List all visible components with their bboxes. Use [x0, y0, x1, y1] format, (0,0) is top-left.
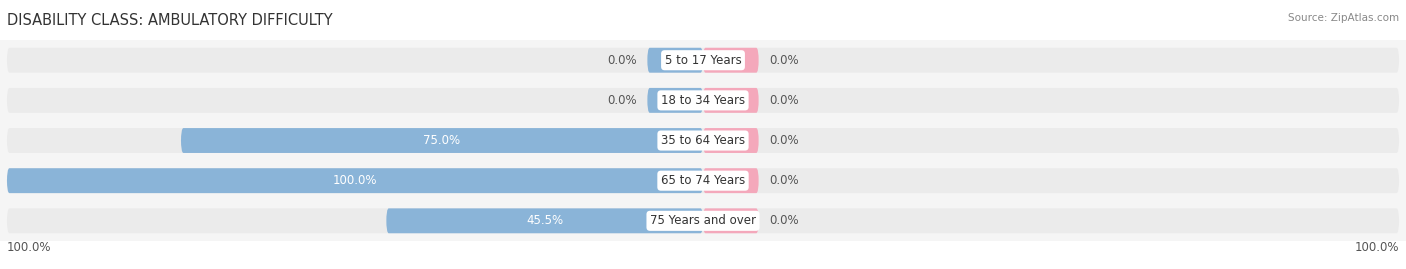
- Text: 75 Years and over: 75 Years and over: [650, 214, 756, 227]
- Text: 0.0%: 0.0%: [769, 54, 799, 67]
- Text: 0.0%: 0.0%: [769, 174, 799, 187]
- FancyBboxPatch shape: [703, 48, 759, 73]
- Text: 0.0%: 0.0%: [607, 94, 637, 107]
- Text: 75.0%: 75.0%: [423, 134, 461, 147]
- FancyBboxPatch shape: [7, 128, 1399, 153]
- Text: 100.0%: 100.0%: [333, 174, 377, 187]
- FancyBboxPatch shape: [703, 208, 759, 233]
- FancyBboxPatch shape: [7, 168, 703, 193]
- FancyBboxPatch shape: [647, 48, 703, 73]
- Bar: [0, 121, 1406, 161]
- FancyBboxPatch shape: [181, 128, 703, 153]
- Text: 0.0%: 0.0%: [769, 94, 799, 107]
- Bar: [0, 161, 1406, 201]
- Text: 65 to 74 Years: 65 to 74 Years: [661, 174, 745, 187]
- FancyBboxPatch shape: [703, 88, 759, 113]
- FancyBboxPatch shape: [7, 48, 1399, 73]
- Text: 0.0%: 0.0%: [769, 134, 799, 147]
- Text: 35 to 64 Years: 35 to 64 Years: [661, 134, 745, 147]
- Bar: [0, 201, 1406, 241]
- FancyBboxPatch shape: [387, 208, 703, 233]
- Text: 0.0%: 0.0%: [769, 214, 799, 227]
- Text: 5 to 17 Years: 5 to 17 Years: [665, 54, 741, 67]
- FancyBboxPatch shape: [647, 88, 703, 113]
- Text: 0.0%: 0.0%: [607, 54, 637, 67]
- Text: 45.5%: 45.5%: [526, 214, 564, 227]
- FancyBboxPatch shape: [7, 88, 1399, 113]
- FancyBboxPatch shape: [703, 168, 759, 193]
- FancyBboxPatch shape: [7, 208, 1399, 233]
- Text: 100.0%: 100.0%: [1354, 241, 1399, 254]
- FancyBboxPatch shape: [703, 128, 759, 153]
- Text: DISABILITY CLASS: AMBULATORY DIFFICULTY: DISABILITY CLASS: AMBULATORY DIFFICULTY: [7, 13, 333, 28]
- Text: 18 to 34 Years: 18 to 34 Years: [661, 94, 745, 107]
- Text: Source: ZipAtlas.com: Source: ZipAtlas.com: [1288, 13, 1399, 23]
- FancyBboxPatch shape: [7, 168, 1399, 193]
- Bar: [0, 80, 1406, 121]
- Text: 100.0%: 100.0%: [7, 241, 52, 254]
- Bar: [0, 40, 1406, 80]
